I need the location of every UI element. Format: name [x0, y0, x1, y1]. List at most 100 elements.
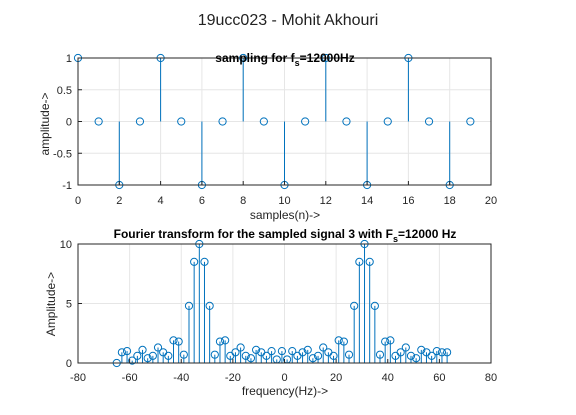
stem-marker	[215, 337, 225, 346]
x-tick-label: 0	[281, 372, 287, 384]
stem-marker	[298, 348, 307, 357]
x-tick-label: 16	[402, 195, 414, 207]
stem-marker	[174, 337, 183, 346]
figure-suptitle: 19ucc023 - Mohit Akhouri	[197, 12, 379, 29]
stem-marker	[329, 351, 338, 360]
stem-marker	[370, 301, 379, 310]
x-tick-label: 20	[485, 195, 497, 207]
stem-marker	[339, 337, 348, 346]
stem-marker	[365, 257, 374, 266]
chart-title: sampling for fs=12000Hz	[215, 51, 354, 68]
stem-marker	[135, 117, 145, 126]
x-tick-label: -80	[70, 372, 86, 384]
stem-marker	[122, 347, 132, 356]
stem-marker	[190, 257, 199, 266]
stem-marker	[148, 351, 157, 360]
stem-marker	[319, 343, 328, 352]
stem-marker	[417, 345, 426, 355]
stem-series	[112, 239, 452, 368]
x-tick-label: -60	[122, 372, 138, 384]
stem-marker	[128, 356, 137, 365]
stem-marker	[184, 301, 194, 310]
stem-marker	[200, 257, 209, 266]
stem-marker	[169, 336, 178, 345]
stem-marker	[221, 336, 230, 345]
x-axis-label: frequency(Hz)->	[242, 384, 328, 398]
x-tick-label: -40	[173, 372, 189, 384]
tick-labels: 0 2 4 6 8 10 12 14 16 18 20 -1 -0.5 0 0.5 1	[53, 53, 497, 207]
stem-marker	[355, 257, 364, 266]
stem-marker	[334, 336, 343, 345]
y-tick-label: -1	[62, 180, 72, 192]
stem-marker	[396, 348, 405, 357]
stem-marker	[350, 301, 359, 310]
chart-title: Fourier transform for the sampled signal…	[114, 227, 457, 244]
x-tick-label: 12	[320, 195, 332, 207]
y-tick-label: 0	[66, 117, 72, 129]
stem-marker	[342, 117, 351, 126]
stem-marker	[301, 117, 310, 126]
stem-marker	[179, 350, 188, 359]
stem-marker	[427, 351, 436, 360]
chart-title-sub: s	[295, 58, 300, 68]
stem-marker	[406, 351, 416, 360]
y-tick-label: 5	[66, 299, 72, 311]
chart-title-main: sampling for f	[215, 51, 295, 65]
x-axis-label: samples(n)->	[250, 208, 320, 222]
stem-marker	[375, 350, 385, 359]
stem-marker	[117, 348, 126, 357]
x-tick-label: 18	[444, 195, 456, 207]
stem-marker	[267, 347, 276, 356]
x-tick-label: 20	[330, 372, 342, 384]
x-tick-label: 2	[116, 195, 122, 207]
stem-marker	[344, 350, 354, 359]
stem-marker	[277, 347, 287, 356]
stem-marker	[443, 348, 452, 357]
stem-marker	[262, 351, 271, 360]
stem-marker	[164, 351, 173, 360]
stem-marker	[205, 301, 214, 310]
x-tick-label: 10	[278, 195, 290, 207]
stem-marker	[153, 343, 163, 352]
stem-marker	[381, 337, 390, 346]
stem-marker	[303, 345, 312, 355]
chart-title-main: Fourier transform for the sampled signal…	[114, 227, 393, 241]
stem-marker	[177, 117, 186, 126]
y-tick-label: 10	[60, 239, 72, 251]
tick-labels: -80 -60 -40 -20 0 20 40 60 80 0 5 10	[60, 239, 497, 384]
stem-marker	[210, 350, 219, 359]
stem-marker	[424, 117, 434, 126]
stem-marker	[313, 351, 323, 360]
stem-marker	[437, 348, 447, 357]
stem-marker	[383, 117, 392, 126]
stem-marker	[133, 351, 142, 360]
y-tick-label: 0.5	[57, 85, 72, 97]
stem-marker	[432, 347, 441, 356]
stem-marker	[241, 351, 250, 360]
stem-marker	[143, 354, 152, 363]
x-tick-label: 0	[75, 195, 81, 207]
x-tick-label: 4	[158, 195, 164, 207]
stem-marker	[236, 343, 245, 352]
stem-marker	[252, 345, 261, 355]
stem-marker	[412, 354, 421, 363]
chart-title-sub: s	[393, 234, 398, 244]
stem-marker	[138, 345, 147, 355]
stem-marker	[246, 354, 256, 363]
stem-marker	[218, 117, 227, 126]
stem-marker	[401, 343, 410, 352]
stem-marker	[259, 117, 268, 126]
stem-marker	[386, 336, 395, 345]
y-axis-label: amplitude->	[38, 92, 52, 155]
stem-marker	[308, 354, 317, 363]
x-tick-label: 6	[199, 195, 205, 207]
y-tick-label: -0.5	[53, 148, 72, 160]
chart-title-rest: =12000Hz	[300, 51, 355, 65]
chart-title-rest: =12000 Hz	[398, 227, 456, 241]
y-tick-label: 0	[66, 358, 72, 370]
stem-marker	[94, 117, 103, 126]
y-tick-label: 1	[66, 53, 72, 65]
